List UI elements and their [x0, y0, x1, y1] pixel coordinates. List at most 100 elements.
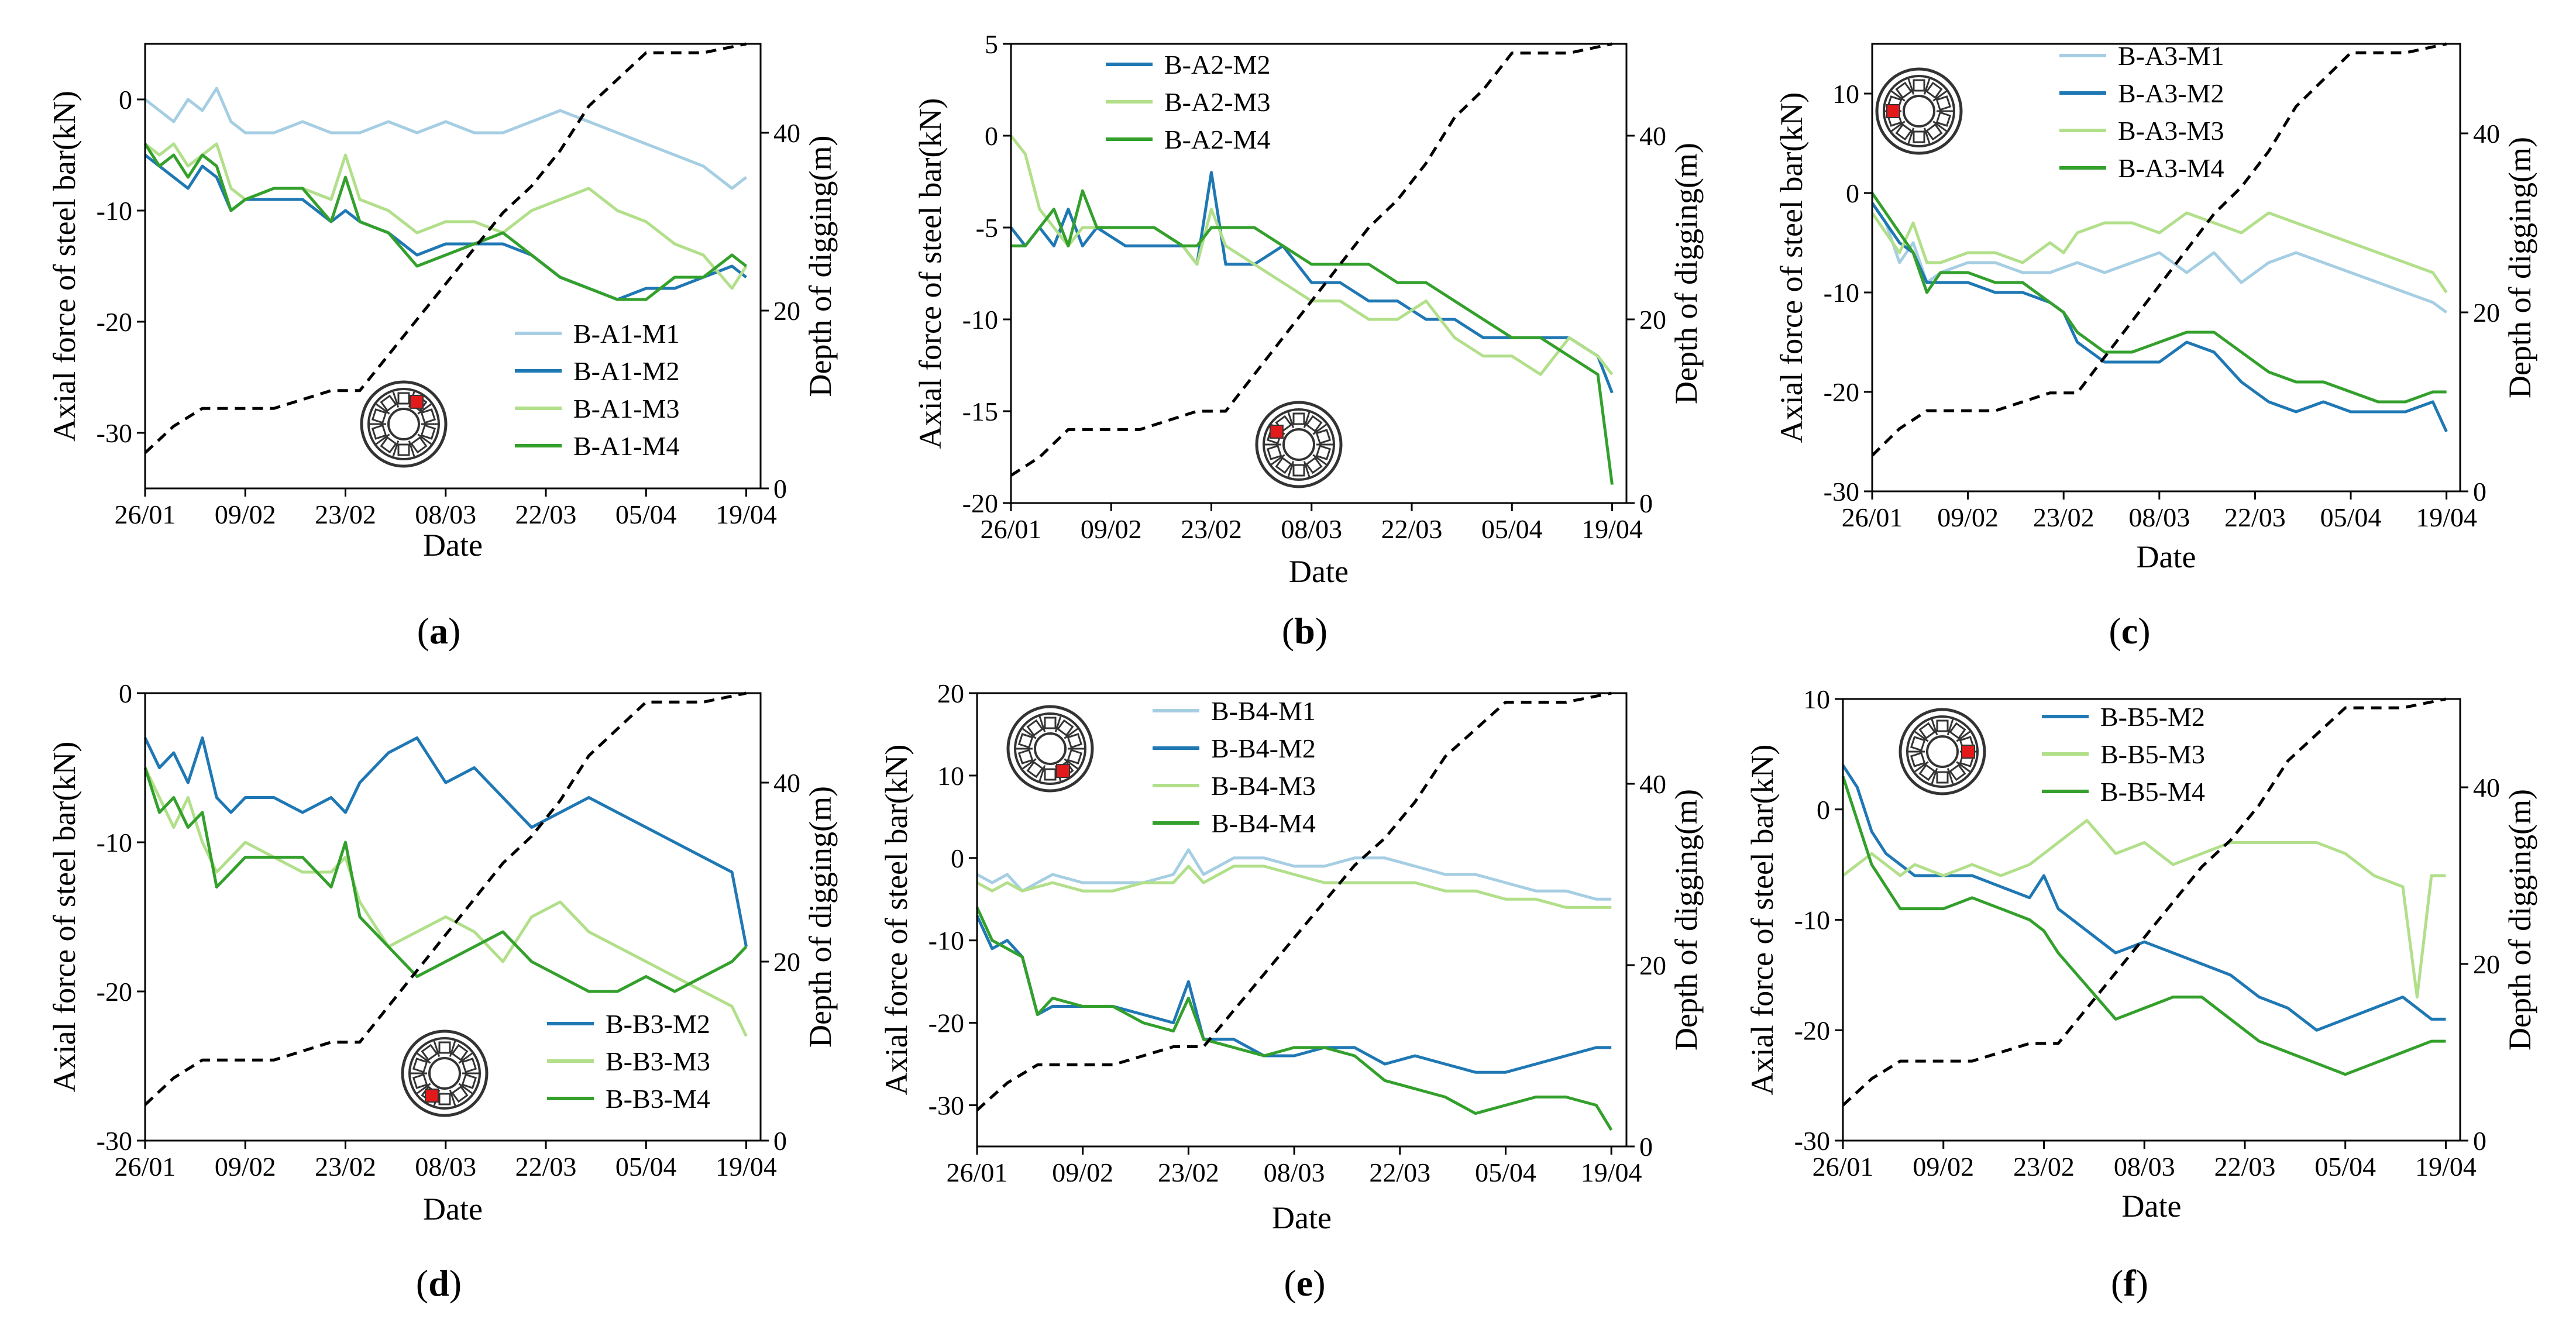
tube-cell — [1057, 719, 1074, 737]
tube-inner-ring — [1282, 428, 1315, 461]
legend-label: B-A3-M3 — [2118, 116, 2224, 146]
legend-label: B-B4-M1 — [1211, 696, 1316, 726]
y-tick-label: 20 — [937, 679, 964, 708]
legend-label: B-A3-M4 — [2118, 153, 2224, 183]
tube-cell — [451, 1044, 469, 1062]
tube-rib — [1923, 128, 1931, 144]
plot-frame — [1010, 43, 1628, 504]
y-tick-label: -20 — [928, 1008, 964, 1038]
chart-c: -30 -20 -10 0 10 0 20 40 26/01 09/02 23/02 08/03 22/… — [1774, 41, 2537, 652]
tube-cell — [461, 1058, 477, 1073]
series-line-B-A2-M4 — [1011, 189, 1614, 485]
y2-tick-label: 0 — [773, 474, 787, 504]
tube-cell — [1292, 464, 1305, 477]
chart-a: -30 -20 -10 0 0 20 40 26/01 09/02 23/02 08/03 22/03… — [47, 42, 838, 652]
tube-rib — [1932, 90, 1947, 102]
tube-rib — [1907, 78, 1915, 95]
y2-axis-label: Depth of digging(m) — [1669, 143, 1704, 404]
y-tick-label: 0 — [951, 843, 964, 873]
tube-rib — [1054, 716, 1062, 732]
tube-rib — [1932, 120, 1947, 132]
tube-cell — [1910, 736, 1926, 752]
tube-cell — [1910, 752, 1926, 767]
panel-caption: (f) — [2111, 1262, 2148, 1304]
legend-label: B-A2-M4 — [1164, 125, 1270, 154]
x-tick-label: 09/02 — [1052, 1158, 1113, 1187]
y2-tick-label: 20 — [2473, 949, 2500, 979]
tube-cell — [451, 1085, 469, 1103]
tube-cell — [1275, 456, 1292, 474]
tube-cell — [461, 1073, 477, 1089]
y2-tick-label: 0 — [773, 1126, 787, 1156]
tube-cell — [371, 424, 387, 440]
tube-cell — [412, 1058, 428, 1073]
legend-label: B-B5-M4 — [2100, 777, 2205, 807]
panel-caption: (c) — [2109, 610, 2150, 652]
tube-rib — [449, 1090, 456, 1106]
series-line-B-B3-M4 — [143, 767, 748, 993]
y2-tick-label: 40 — [1639, 121, 1666, 151]
legend-label: B-B5-M2 — [2100, 702, 2205, 732]
x-tick-label: 08/03 — [2128, 502, 2190, 532]
tube-cell — [1918, 722, 1936, 740]
tube-rib — [1891, 90, 1906, 102]
tube-measure-point-marker — [425, 1089, 439, 1103]
tube-rib — [458, 1052, 473, 1064]
legend-label: B-B4-M4 — [1211, 808, 1316, 838]
y2-axis-label: Depth of digging(m) — [1669, 789, 1704, 1051]
tube-cell — [420, 424, 436, 440]
plot-frame — [144, 692, 762, 1142]
y2-axis-label: Depth of digging(m) — [803, 136, 838, 397]
x-tick-label: 08/03 — [415, 500, 476, 529]
tube-cell — [1949, 763, 1966, 781]
x-tick-label: 09/02 — [215, 500, 276, 529]
tube-rib — [1064, 728, 1078, 739]
tube-cell — [1044, 717, 1057, 729]
x-tick-label: 22/03 — [515, 1152, 577, 1182]
y-tick-label: -20 — [97, 977, 132, 1007]
tube-rib — [376, 433, 390, 445]
tube-rib — [1956, 731, 1970, 742]
tube-cell — [1026, 719, 1044, 737]
y-tick-label: -10 — [1824, 278, 1859, 308]
x-tick-label: 09/02 — [1081, 514, 1142, 544]
tube-cell — [1925, 81, 1943, 99]
panel-caption: (e) — [1284, 1262, 1325, 1304]
chart-c-tube-diagram — [1875, 67, 1963, 155]
y-tick-label: -20 — [97, 307, 132, 337]
y2-tick-label: 0 — [1639, 1132, 1653, 1162]
x-tick-label: 09/02 — [1913, 1152, 1974, 1182]
tube-rib — [433, 1041, 441, 1057]
x-tick-label: 23/02 — [315, 1152, 376, 1182]
tube-cell — [1067, 733, 1083, 749]
x-axis-label: Date — [2137, 539, 2196, 574]
x-axis-label: Date — [2122, 1189, 2182, 1224]
x-tick-label: 05/04 — [2314, 1152, 2376, 1182]
tube-rib — [417, 403, 432, 415]
y-tick-label: -10 — [97, 828, 132, 857]
depth-series-line — [144, 42, 747, 454]
y-tick-label: -5 — [976, 213, 998, 243]
y-tick-label: 0 — [985, 121, 998, 151]
y2-tick-label: 0 — [2473, 477, 2486, 507]
tube-cell — [371, 408, 387, 424]
y-tick-label: -30 — [928, 1091, 964, 1121]
series-line-B-A2-M2 — [1010, 171, 1614, 394]
tube-cell — [1935, 95, 1952, 111]
y-tick-label: -30 — [97, 418, 132, 448]
legend-label: B-B5-M3 — [2100, 739, 2205, 769]
series-line-B-A3-M4 — [1870, 192, 2447, 404]
tube-ring — [1883, 75, 1955, 147]
y-tick-label: -10 — [1794, 905, 1830, 935]
x-axis-label: Date — [423, 528, 483, 563]
tube-inner-ring — [1903, 95, 1935, 128]
y-tick-label: 0 — [1817, 795, 1830, 825]
tube-cell — [1315, 429, 1332, 445]
tube-rib — [1287, 461, 1295, 477]
x-tick-label: 09/02 — [215, 1152, 276, 1182]
x-tick-label: 23/02 — [315, 500, 376, 529]
tube-cell — [1936, 771, 1949, 784]
y2-tick-label: 40 — [2473, 119, 2500, 149]
series-line-B-B5-M2 — [1841, 764, 2446, 1032]
